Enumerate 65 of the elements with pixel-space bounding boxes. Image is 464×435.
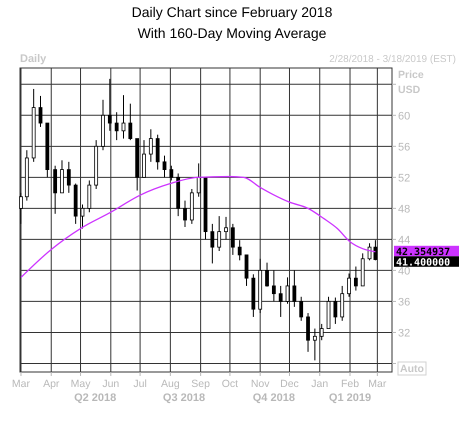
x2-tick-label: Q1 2019 xyxy=(328,392,372,404)
candlestick xyxy=(224,216,228,240)
x-tick-label: Mar xyxy=(12,378,31,390)
y-tick-label: 52 xyxy=(398,172,410,184)
candlestick xyxy=(272,270,276,302)
x-tick-label: Jan xyxy=(311,378,328,390)
text: 42.354937 xyxy=(396,246,450,258)
line-series xyxy=(20,176,376,278)
chart-title: Daily Chart since February 2018 xyxy=(132,4,333,20)
x-tick-label: Apr xyxy=(43,378,60,390)
candlestick xyxy=(162,155,166,178)
candlestick xyxy=(60,160,64,194)
candlestick xyxy=(108,78,112,132)
candlestick xyxy=(66,161,71,194)
candlestick xyxy=(286,276,290,304)
y-tick-label: 56 xyxy=(398,141,410,154)
candlestick xyxy=(114,112,119,141)
x2-tick-label: Q2 2018 xyxy=(74,392,116,404)
candlestick xyxy=(299,296,304,322)
candlestick xyxy=(230,223,235,256)
chart-subtitle: With 160-Day Moving Average xyxy=(138,25,327,41)
candlestick xyxy=(169,165,174,181)
candlestick xyxy=(38,95,42,128)
candlestick xyxy=(217,216,222,252)
candlestick xyxy=(265,262,269,288)
x-tick-label: Feb xyxy=(340,378,360,390)
x2-tick-label: Q3 2018 xyxy=(162,392,206,404)
candlestick xyxy=(128,103,132,141)
candlestick xyxy=(244,254,248,286)
x-tick-label: Mar xyxy=(368,378,387,390)
x-tick-label: Aug xyxy=(161,378,180,390)
candlestick xyxy=(238,240,242,261)
y-tick-label: 60 xyxy=(398,110,410,122)
y-tick-label: 32 xyxy=(398,327,410,340)
candlestick xyxy=(368,242,372,261)
candlestick xyxy=(292,270,296,308)
y-tick-label: 36 xyxy=(398,296,410,308)
candlestick xyxy=(374,240,378,261)
y-tick-label: 48 xyxy=(398,203,410,216)
candlestick xyxy=(156,134,160,170)
candlestick xyxy=(80,204,84,230)
candlestick xyxy=(312,328,317,361)
candlestick xyxy=(122,94,126,140)
y-tick-label: 44 xyxy=(398,234,410,246)
candlestick xyxy=(320,323,324,341)
candlestick xyxy=(53,165,58,214)
candlestick xyxy=(183,200,187,228)
candlestick xyxy=(306,312,310,352)
candlestick xyxy=(347,273,351,298)
x-tick-label: Sep xyxy=(191,378,210,390)
candlestick xyxy=(87,180,92,213)
x-tick-label: Nov xyxy=(250,378,270,390)
x-tick-label: Dec xyxy=(280,378,299,390)
candlestick xyxy=(354,266,358,292)
x2-tick-label: Q4 2018 xyxy=(252,392,295,404)
x-tick-label: Jul xyxy=(133,378,147,390)
candlestick xyxy=(148,128,153,162)
candlestick xyxy=(210,223,214,264)
candlestick xyxy=(340,285,344,322)
candlestick xyxy=(142,140,146,178)
x-tick-label: May xyxy=(70,378,92,390)
candlestick xyxy=(333,297,338,324)
x-tick-label: Jun xyxy=(102,378,120,390)
x-tick-label: Oct xyxy=(222,378,238,390)
candlestick xyxy=(278,285,283,318)
